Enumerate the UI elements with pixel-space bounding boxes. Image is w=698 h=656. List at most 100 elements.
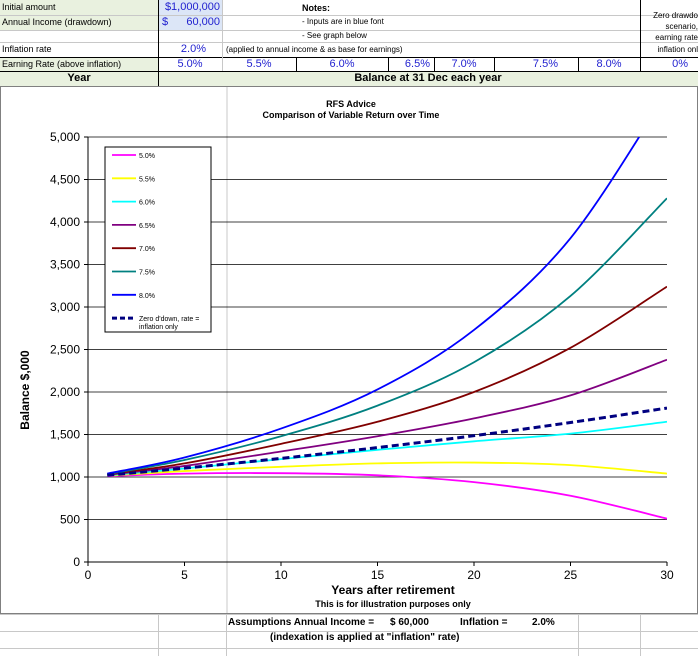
y-tick-label: 4,000 — [50, 215, 80, 229]
col-line — [226, 614, 227, 656]
inflation-rate-label: Inflation rate — [2, 44, 52, 54]
x-axis-label: Years after retirement — [331, 583, 454, 597]
legend-label: inflation only — [139, 324, 178, 331]
assumptions-inflation-value: 2.0% — [532, 617, 555, 628]
series-line — [107, 285, 667, 476]
y-tick-label: 4,500 — [50, 173, 80, 187]
rate-cell[interactable]: 7.5% — [532, 58, 558, 70]
zero-note-4: inflation onl — [657, 45, 698, 54]
initial-amount-label: Initial amount — [2, 2, 56, 12]
col-line — [640, 614, 641, 656]
col-line — [578, 57, 579, 71]
col-line — [158, 0, 159, 86]
year-row-bg — [0, 71, 158, 86]
chart-legend: 5.0% 5.5% 6.0% 6.5% 7.0% 7.5% 8.0% Zero d'down,… — [104, 146, 212, 333]
row-line — [0, 614, 698, 615]
assumptions-income: $ 60,000 — [390, 617, 429, 628]
earning-rate-label: Earning Rate (above inflation) — [2, 59, 122, 69]
series-line — [107, 406, 667, 477]
series-line — [107, 137, 641, 475]
rate-cell[interactable]: 8.0% — [596, 58, 622, 70]
col-line — [158, 614, 159, 656]
balance-row-bg — [158, 71, 698, 86]
series-line — [107, 197, 667, 475]
y-tick-label: 500 — [60, 513, 80, 527]
y-tick-label: 1,000 — [50, 470, 80, 484]
indexation-note: (indexation is applied at "inflation" ra… — [270, 632, 460, 643]
col-line — [494, 57, 495, 71]
zero-note-1: Zero drawdo — [653, 11, 698, 20]
col-line — [222, 0, 223, 71]
zero-note-3: earning rate — [655, 33, 698, 42]
series-line — [107, 461, 667, 477]
y-tick-label: 3,000 — [50, 300, 80, 314]
x-tick-label: 25 — [564, 568, 578, 582]
legend-label: 5.0% — [139, 153, 155, 160]
y-tick-label: 3,500 — [50, 258, 80, 272]
x-tick-label: 5 — [181, 568, 188, 582]
applied-note: (applied to annual income & as base for … — [226, 45, 403, 54]
legend-label: 6.5% — [139, 223, 155, 230]
chart-series — [107, 137, 667, 520]
initial-amount-input[interactable]: $1,000,000 — [164, 1, 220, 13]
rate-cell[interactable]: 0% — [672, 58, 688, 70]
balance-chart: RFS Advice Comparison of Variable Return… — [18, 87, 674, 613]
rate-cell[interactable]: 6.5% — [404, 58, 430, 70]
legend-label: 7.5% — [139, 270, 155, 277]
earning-row-bg — [0, 57, 158, 71]
chart-container[interactable]: RFS Advice Comparison of Variable Return… — [0, 86, 698, 614]
legend-label: 6.0% — [139, 200, 155, 207]
assumptions-inflation-label: Inflation = — [460, 617, 508, 628]
x-tick-label: 20 — [467, 568, 481, 582]
series-line — [107, 472, 667, 520]
inflation-rate-input[interactable]: 2.0% — [180, 43, 206, 55]
x-tick-label: 10 — [274, 568, 288, 582]
legend-label: 5.5% — [139, 176, 155, 183]
legend-label: Zero d'down, rate = — [139, 316, 199, 323]
annual-income-currency: $ — [162, 16, 169, 28]
row-line — [0, 57, 698, 58]
row-line — [0, 631, 698, 632]
row-line — [0, 15, 698, 16]
col-line — [434, 57, 435, 71]
legend-label: 8.0% — [139, 293, 155, 300]
chart-subtitle: Comparison of Variable Return over Time — [263, 110, 440, 120]
x-axis-ticks: 0 5 10 15 20 25 30 — [85, 562, 674, 582]
notes-line-1: - Inputs are in blue font — [302, 17, 384, 26]
y-tick-label: 2,000 — [50, 385, 80, 399]
year-header: Year — [67, 72, 91, 84]
row-line — [0, 71, 698, 72]
col-line — [640, 0, 641, 71]
zero-note-2: scenario, — [665, 22, 698, 31]
x-tick-label: 15 — [371, 568, 385, 582]
row-line — [0, 30, 698, 31]
annual-income-label: Annual Income (drawdown) — [2, 17, 112, 27]
legend-box — [104, 146, 212, 333]
row-line — [0, 648, 698, 649]
col-line — [578, 614, 579, 656]
series-line — [107, 420, 667, 477]
rate-cell[interactable]: 6.0% — [329, 58, 355, 70]
notes-title: Notes: — [302, 3, 331, 13]
x-axis-note: This is for illustration purposes only — [315, 599, 471, 609]
y-axis-ticks: 0 500 1,000 1,500 2,000 2,500 3,000 3,500 4,000 4… — [50, 130, 88, 569]
balance-header: Balance at 31 Dec each year — [354, 72, 502, 84]
col-line — [296, 57, 297, 71]
annual-income-input[interactable]: 60,000 — [186, 16, 220, 28]
y-axis-label: Balance $,000 — [18, 350, 32, 430]
x-tick-label: 30 — [660, 568, 674, 582]
assumptions-label: Assumptions Annual Income = — [228, 617, 375, 628]
chart-title: RFS Advice — [326, 99, 376, 109]
rate-cell[interactable]: 5.0% — [177, 58, 203, 70]
y-tick-label: 5,000 — [50, 130, 80, 144]
x-tick-label: 0 — [85, 568, 92, 582]
y-tick-label: 0 — [73, 555, 80, 569]
notes-line-2: - See graph below — [302, 31, 367, 40]
y-tick-label: 2,500 — [50, 343, 80, 357]
series-line — [107, 358, 667, 476]
y-tick-label: 1,500 — [50, 428, 80, 442]
col-line — [388, 57, 389, 71]
row-line — [0, 42, 698, 43]
rate-cell[interactable]: 5.5% — [246, 58, 272, 70]
rate-cell[interactable]: 7.0% — [451, 58, 477, 70]
